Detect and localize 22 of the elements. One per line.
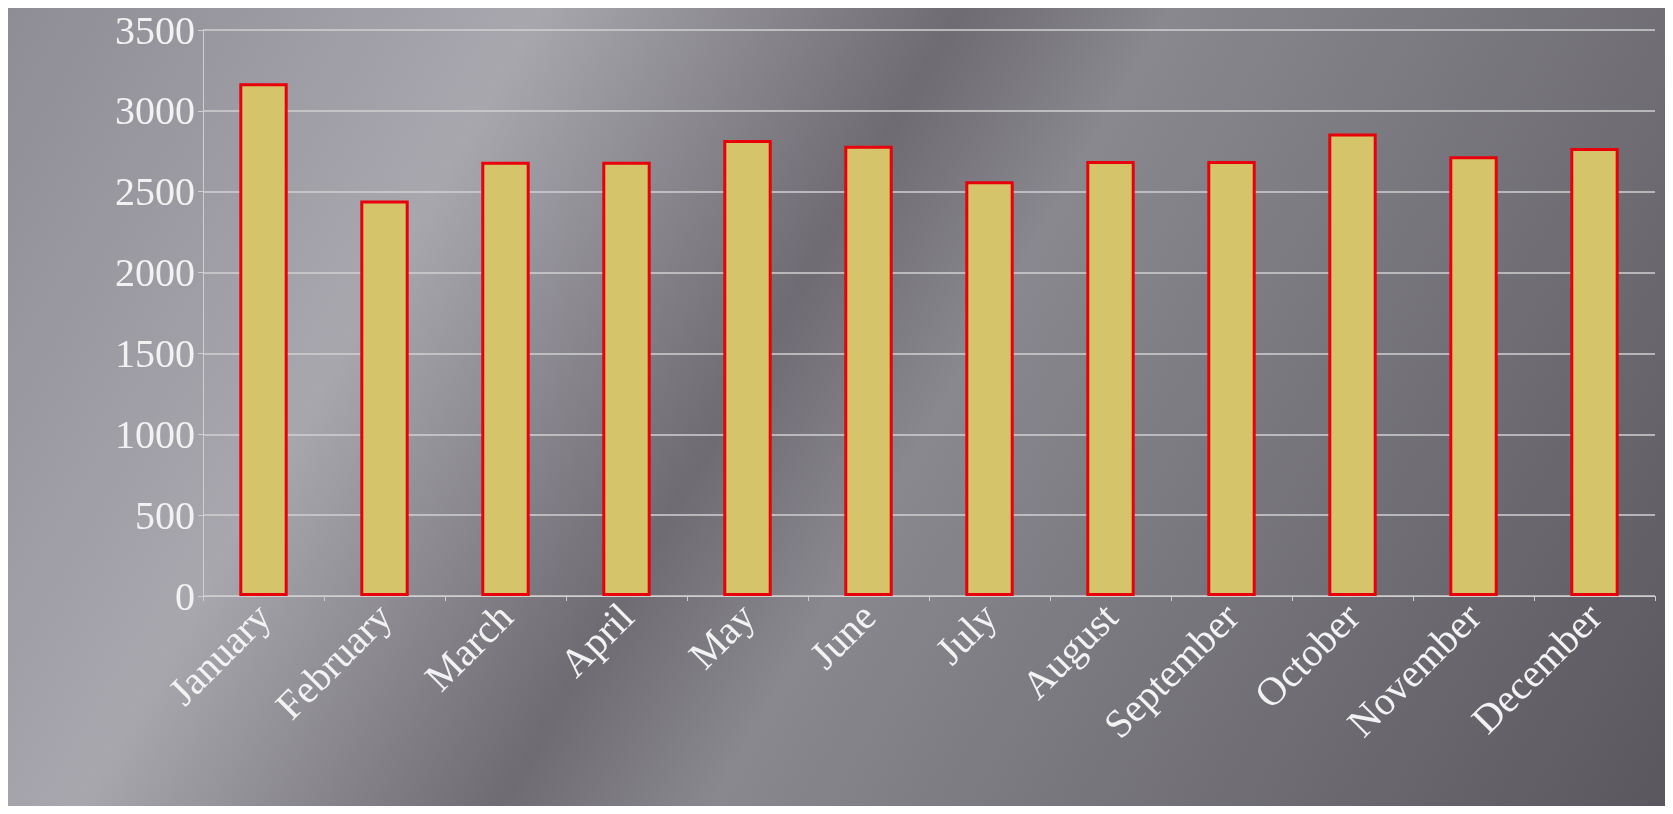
bar bbox=[1570, 148, 1619, 596]
y-tick-label: 500 bbox=[135, 492, 195, 538]
bar bbox=[481, 161, 530, 596]
x-tick-label: June bbox=[800, 594, 885, 678]
y-tick-label: 1000 bbox=[115, 411, 195, 457]
bar bbox=[844, 145, 893, 596]
y-tick-label: 3000 bbox=[115, 88, 195, 134]
bar bbox=[1086, 160, 1135, 596]
bar bbox=[602, 161, 651, 596]
x-tick-label: May bbox=[679, 594, 764, 678]
bar bbox=[965, 181, 1014, 596]
bar bbox=[1449, 156, 1498, 596]
bar bbox=[1328, 133, 1377, 596]
y-tick-label: 2000 bbox=[115, 250, 195, 296]
bar bbox=[239, 83, 288, 596]
bar bbox=[1207, 160, 1256, 596]
y-tick-label: 2500 bbox=[115, 169, 195, 215]
bar bbox=[360, 200, 409, 596]
y-tick-label: 3500 bbox=[115, 7, 195, 53]
x-tick-label: July bbox=[926, 594, 1006, 674]
bar bbox=[723, 139, 772, 596]
y-tick-label: 1500 bbox=[115, 330, 195, 376]
